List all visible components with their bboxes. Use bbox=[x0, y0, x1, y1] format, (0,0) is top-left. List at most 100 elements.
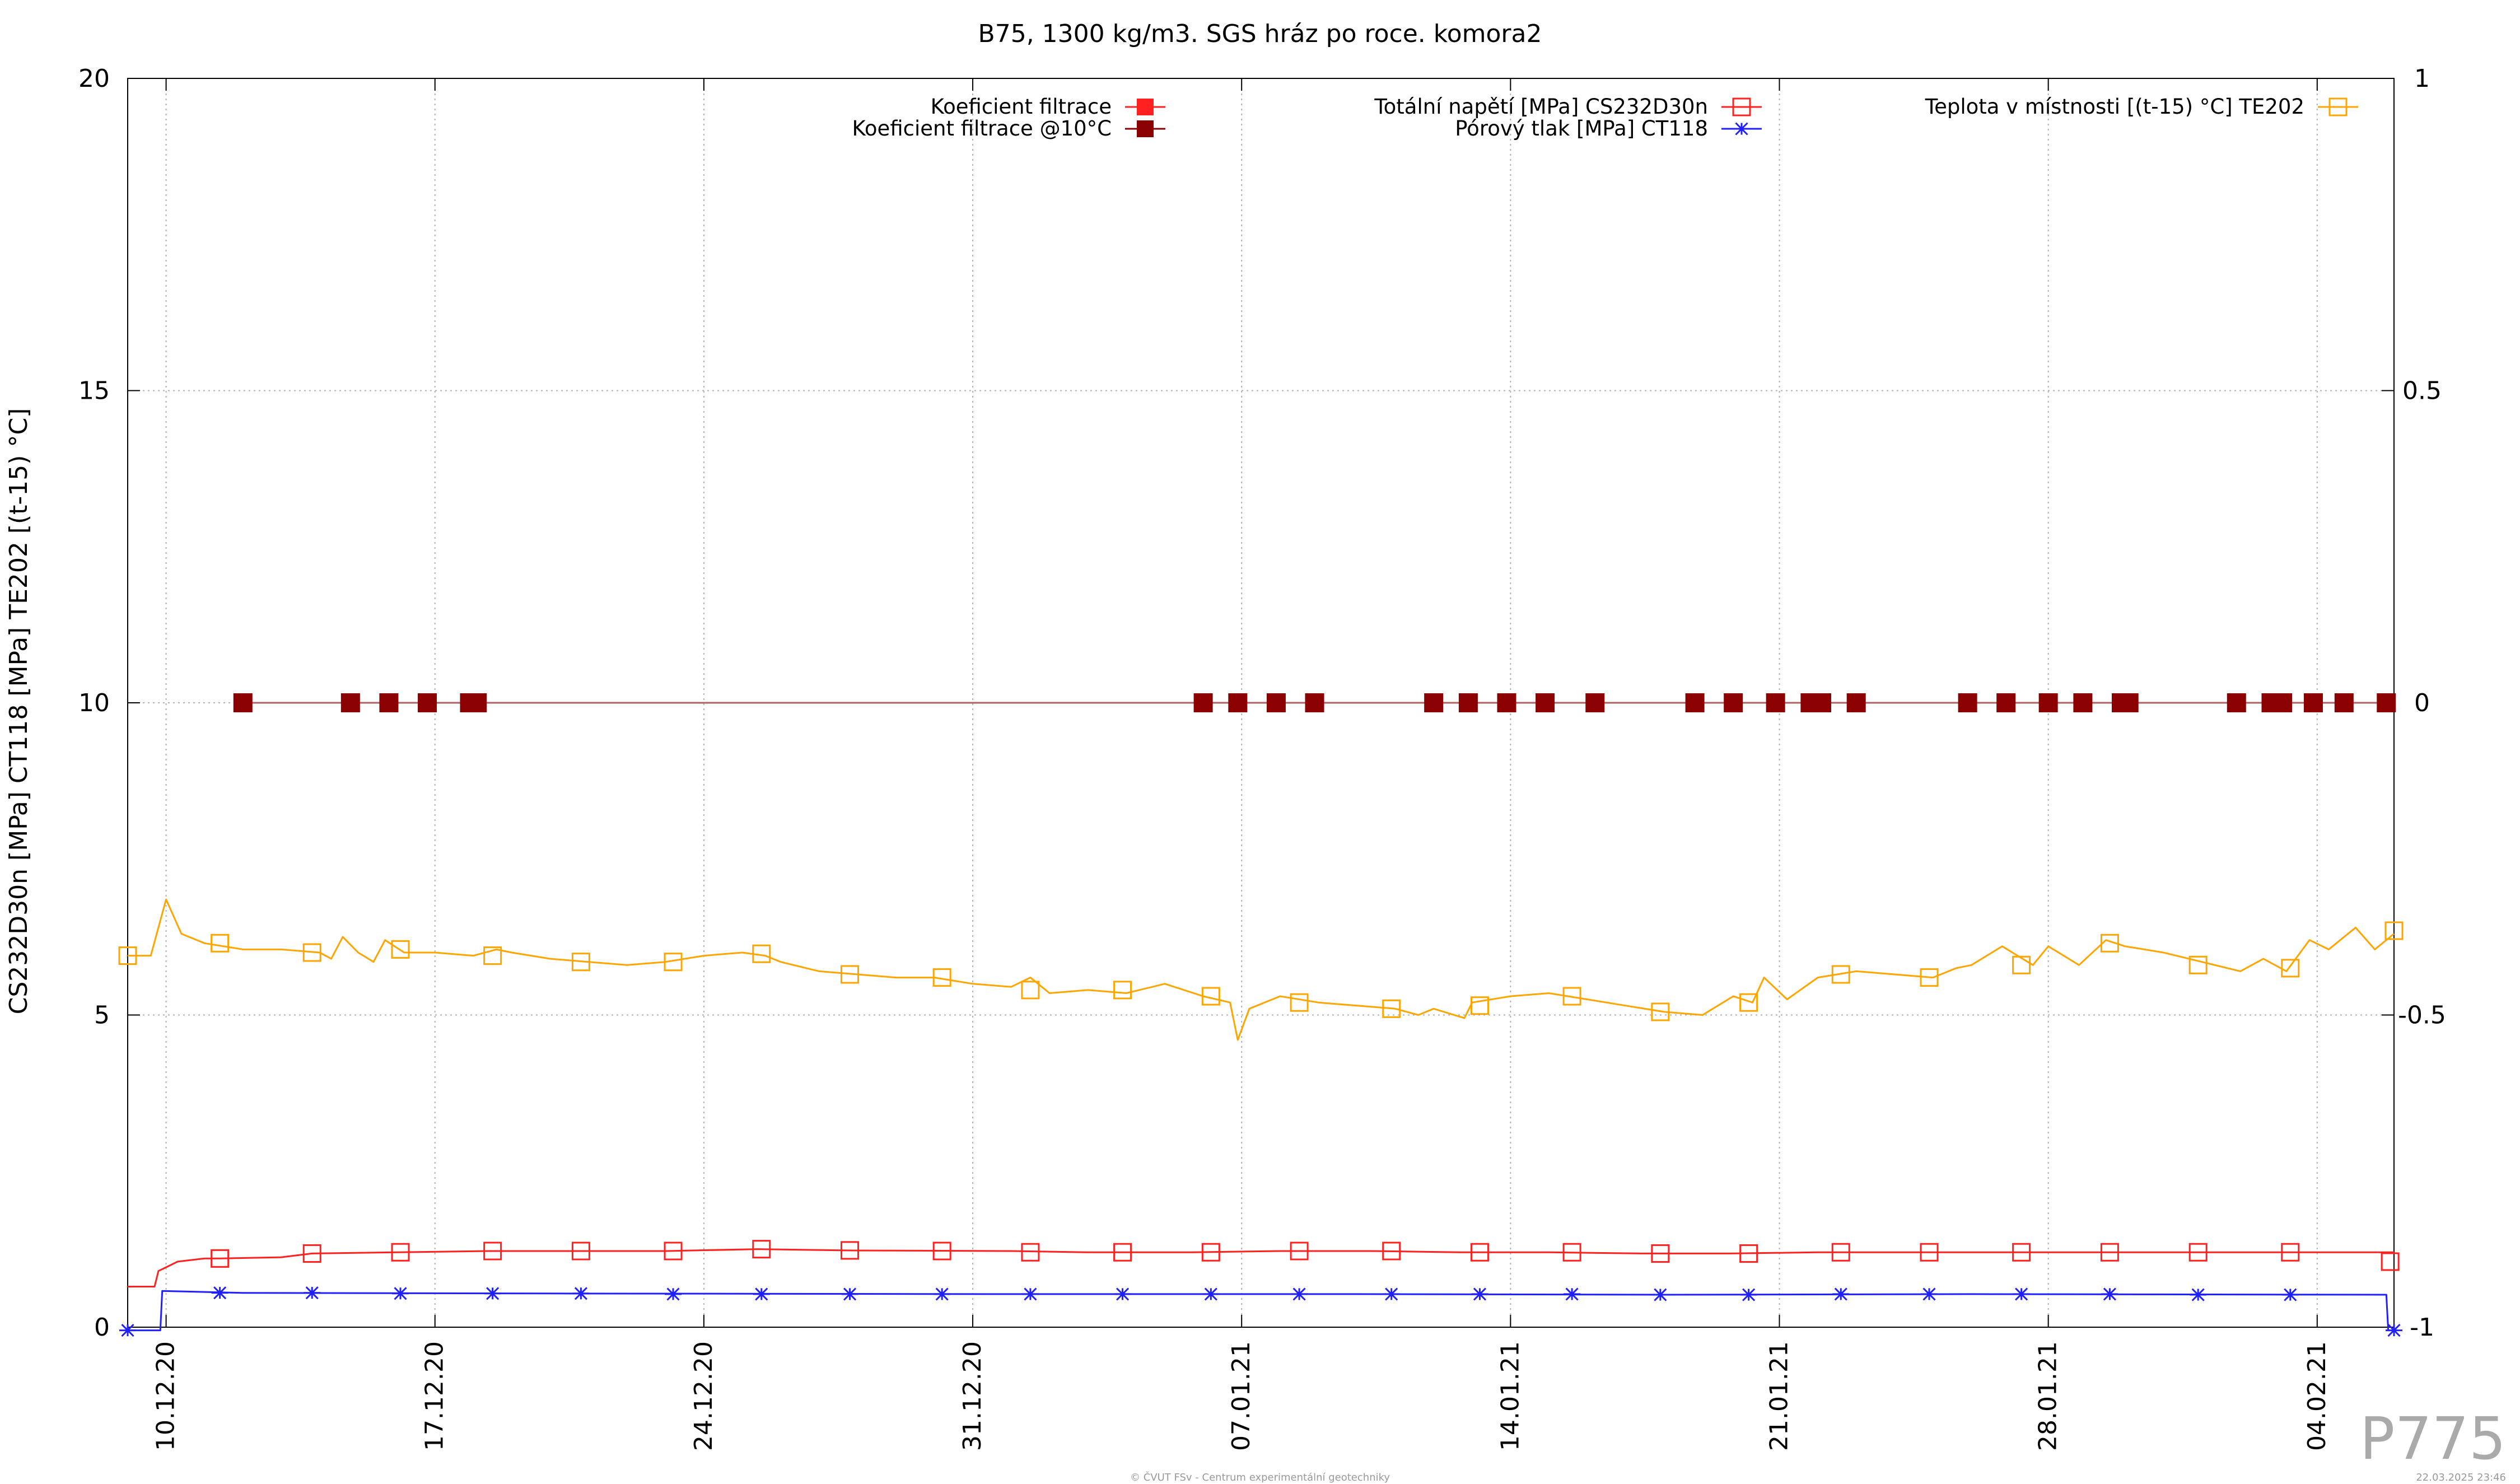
data-point-marker bbox=[391, 1243, 410, 1262]
data-point-marker bbox=[1201, 987, 1220, 1006]
data-point-marker bbox=[1651, 1288, 1669, 1301]
data-point-marker bbox=[1536, 693, 1555, 712]
data-point-marker bbox=[1471, 1287, 1488, 1301]
data-point-marker bbox=[1724, 693, 1743, 712]
data-point-marker bbox=[1114, 1287, 1131, 1301]
data-point-marker bbox=[119, 1324, 136, 1337]
data-point-marker bbox=[752, 1240, 771, 1259]
y-tick-label: 10 bbox=[78, 689, 110, 717]
series-group bbox=[118, 898, 2404, 1041]
data-point-marker bbox=[1113, 1243, 1132, 1262]
data-point-marker bbox=[571, 953, 590, 972]
data-point-marker bbox=[1831, 965, 1850, 984]
chart-title: B75, 1300 kg/m3. SGS hráz po roce. komor… bbox=[978, 20, 1542, 48]
data-point-marker bbox=[2012, 955, 2031, 974]
data-point-marker bbox=[1290, 993, 1309, 1012]
y-tick-label: 20 bbox=[78, 64, 110, 93]
data-point-marker bbox=[211, 934, 230, 953]
data-point-marker bbox=[1846, 693, 1866, 712]
x-tick-label: 24.12.20 bbox=[689, 1341, 718, 1451]
data-point-marker bbox=[1739, 1244, 1758, 1263]
data-point-marker bbox=[1766, 693, 1785, 712]
x-tick-label: 17.12.20 bbox=[421, 1341, 449, 1451]
data-point-marker bbox=[932, 1242, 951, 1261]
y2-tick-label: -0.5 bbox=[2398, 1001, 2446, 1030]
legend-label: Totální napětí [MPa] CS232D30n bbox=[1374, 95, 1708, 119]
data-point-marker bbox=[340, 693, 360, 712]
data-point-marker bbox=[391, 940, 410, 959]
data-point-marker bbox=[572, 1287, 590, 1300]
data-point-marker bbox=[1739, 993, 1758, 1012]
data-point-marker bbox=[2100, 1243, 2119, 1262]
data-point-marker bbox=[484, 1287, 501, 1300]
x-tick-label: 04.02.21 bbox=[2303, 1341, 2331, 1451]
series-line-teplota-v-m-stnosti-t-15-c-te202 bbox=[128, 898, 2395, 1041]
data-point-marker bbox=[1382, 1242, 1401, 1261]
x-tick-label: 10.12.20 bbox=[152, 1341, 180, 1451]
data-point-marker bbox=[1228, 693, 1248, 712]
series-line-tot-ln-nap-t-mpa-cs232d30n bbox=[128, 1248, 2394, 1287]
data-point-marker bbox=[1470, 1243, 1489, 1262]
data-point-marker bbox=[841, 965, 860, 984]
series-group bbox=[119, 1286, 2402, 1337]
y2-tick-label: 0 bbox=[2414, 689, 2430, 717]
data-point-marker bbox=[1458, 693, 1478, 712]
data-point-marker bbox=[2227, 693, 2246, 712]
watermark: P775 bbox=[2360, 1404, 2506, 1473]
data-point-marker bbox=[118, 946, 137, 965]
series-group bbox=[128, 1240, 2400, 1287]
data-point-marker bbox=[1021, 1287, 1039, 1301]
data-point-marker bbox=[664, 953, 683, 972]
data-point-marker bbox=[1651, 1002, 1670, 1021]
data-point-marker bbox=[1497, 693, 1516, 712]
data-point-marker bbox=[2038, 693, 2058, 712]
data-point-marker bbox=[2012, 1243, 2031, 1262]
data-point-marker bbox=[1290, 1242, 1309, 1261]
data-point-marker bbox=[304, 1286, 321, 1300]
data-point-marker bbox=[2334, 693, 2354, 712]
data-point-marker bbox=[1382, 999, 1401, 1018]
data-point-marker bbox=[752, 944, 771, 963]
x-tick-label: 21.01.21 bbox=[1765, 1341, 1794, 1451]
data-point-marker bbox=[1137, 120, 1154, 137]
footer-credit: © ČVUT FSv - Centrum experimentální geot… bbox=[1130, 1471, 1390, 1483]
data-point-marker bbox=[1685, 693, 1705, 712]
data-point-marker bbox=[1562, 1243, 1581, 1262]
data-point-marker bbox=[1202, 1287, 1220, 1301]
data-point-marker bbox=[211, 1249, 230, 1268]
y-axis-label: CS232D30n [MPa] CT118 [MPa] TE202 [(t-15… bbox=[4, 408, 33, 1015]
data-point-marker bbox=[2303, 693, 2323, 712]
legend-label: Teplota v místnosti [(t-15) °C] TE202 bbox=[1925, 95, 2304, 119]
data-point-marker bbox=[1832, 1287, 1850, 1301]
grid-lines bbox=[128, 78, 2394, 1327]
data-point-marker bbox=[1424, 693, 1444, 712]
footer-timestamp: 22.03.2025 23:46 bbox=[2416, 1472, 2506, 1483]
data-point-marker bbox=[1564, 1287, 1581, 1301]
y2-tick-label: -1 bbox=[2410, 1313, 2434, 1342]
data-point-marker bbox=[2188, 955, 2208, 974]
data-point-marker bbox=[1201, 1243, 1220, 1262]
data-point-marker bbox=[1470, 996, 1489, 1015]
axis-ticks: 0 -1 5 -0.5 10 0 15 0.5 20 1 10.12.20 17.12.20 24.12… bbox=[78, 64, 2446, 1451]
data-point-marker bbox=[1921, 1287, 1938, 1301]
data-point-marker bbox=[664, 1242, 683, 1261]
legend-label: Pórový tlak [MPa] CT118 bbox=[1455, 116, 1708, 141]
data-point-marker bbox=[934, 1287, 951, 1301]
data-point-marker bbox=[1831, 1243, 1850, 1262]
data-point-marker bbox=[2281, 1288, 2299, 1301]
x-tick-label: 31.12.20 bbox=[958, 1341, 987, 1451]
data-point-marker bbox=[1920, 1243, 1939, 1262]
data-point-marker bbox=[2073, 693, 2093, 712]
data-point-marker bbox=[1996, 693, 2016, 712]
data-point-marker bbox=[1137, 99, 1154, 115]
data-point-marker bbox=[1958, 693, 1977, 712]
data-point-marker bbox=[1305, 693, 1324, 712]
data-point-marker bbox=[2328, 97, 2348, 116]
data-point-marker bbox=[2377, 693, 2396, 712]
series-layer bbox=[118, 693, 2404, 1337]
data-point-marker bbox=[1651, 1244, 1670, 1263]
data-point-marker bbox=[2281, 959, 2300, 978]
data-point-marker bbox=[841, 1241, 860, 1260]
data-point-marker bbox=[302, 943, 321, 962]
